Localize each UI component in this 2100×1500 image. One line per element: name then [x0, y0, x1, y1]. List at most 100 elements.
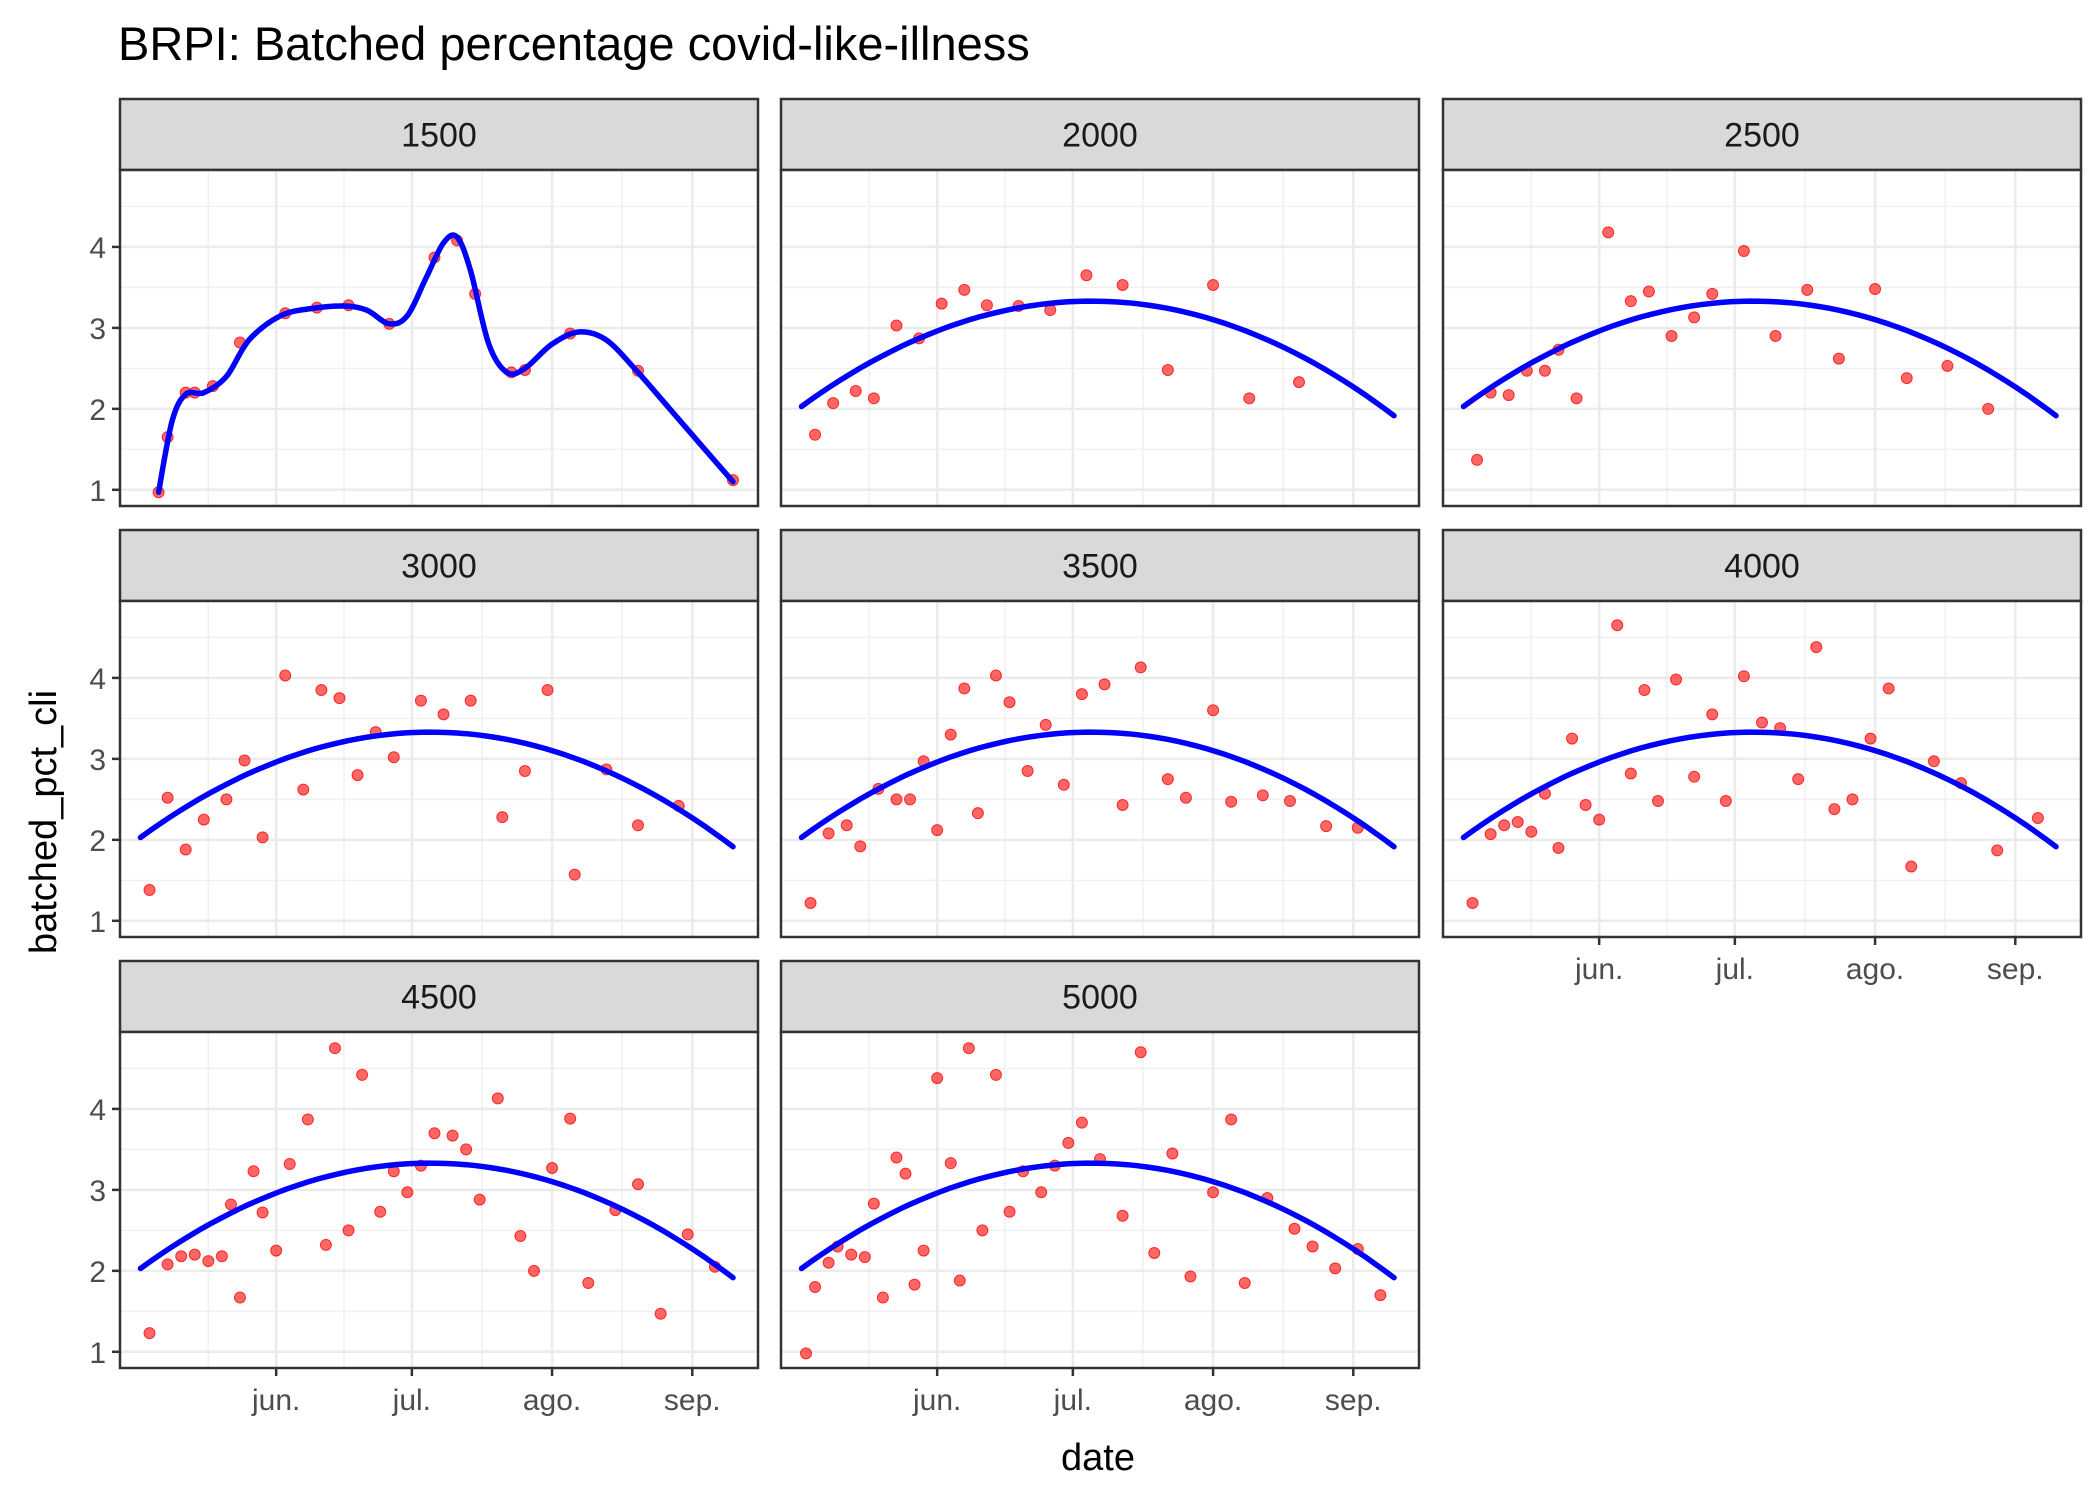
data-point	[1579, 799, 1592, 812]
data-point	[962, 1042, 975, 1055]
x-tick-label: jun.	[912, 1384, 961, 1417]
data-point	[1905, 860, 1918, 873]
data-point	[518, 765, 531, 778]
data-point	[1864, 732, 1877, 745]
data-point	[1075, 1116, 1088, 1129]
data-point	[1828, 803, 1841, 816]
facet-strip	[779, 959, 1421, 1034]
data-point	[1256, 789, 1269, 802]
data-point	[1869, 283, 1882, 296]
x-tick-label: jul.	[1715, 953, 1754, 986]
data-point	[1021, 765, 1034, 778]
facet-strip-label: 5000	[1062, 979, 1138, 1017]
y-tick-label: 2	[89, 1256, 106, 1289]
data-point	[1706, 708, 1719, 721]
data-point	[1134, 1046, 1147, 1059]
data-point	[854, 840, 867, 853]
facet-strip	[1441, 97, 2083, 172]
data-point	[247, 1165, 260, 1178]
facet-panel-4000: 4000 jun. jul. ago. sep.	[1441, 528, 2083, 986]
facet-panel-4500: 4500 1 2 3 4 jun. jul. ago. sep.	[89, 959, 760, 1417]
facet-panels: 1500 1 2 3 4 2000 2500 3000 1 2 3 4 3500 4000 jun. jul.…	[89, 97, 2083, 1417]
data-point	[233, 1291, 246, 1304]
data-point	[175, 1250, 188, 1263]
data-point	[917, 1244, 930, 1257]
data-point	[1792, 773, 1805, 786]
data-point	[1538, 364, 1551, 377]
x-tick-label: sep.	[1987, 953, 2044, 986]
data-point	[632, 819, 645, 832]
panel-border	[118, 599, 760, 939]
data-point	[1179, 791, 1192, 804]
x-tick-label: jul.	[392, 1384, 431, 1417]
smooth-fit-line	[1460, 298, 2059, 419]
data-point	[904, 793, 917, 806]
panel-border	[779, 168, 1421, 508]
data-point	[1207, 278, 1220, 291]
data-point	[804, 896, 817, 909]
y-tick-label: 1	[89, 475, 106, 508]
data-point	[1846, 793, 1859, 806]
data-point	[931, 824, 944, 837]
data-point	[971, 807, 984, 820]
facet-strip-label: 3000	[401, 548, 477, 586]
facet-strip	[779, 528, 1421, 603]
data-point	[1810, 641, 1823, 654]
data-point	[1207, 1186, 1220, 1199]
data-point	[908, 1278, 921, 1291]
data-point	[1498, 819, 1511, 832]
data-point	[1161, 363, 1174, 376]
panel-border	[779, 599, 1421, 939]
data-point	[224, 1198, 237, 1211]
data-point	[1161, 773, 1174, 786]
panel-border	[1441, 168, 2083, 508]
data-point	[491, 1092, 504, 1105]
facet-strip-label: 3500	[1062, 548, 1138, 586]
data-point	[1688, 311, 1701, 324]
facet-strip-label: 4000	[1724, 548, 1800, 586]
data-point	[867, 392, 880, 405]
data-point	[1134, 661, 1147, 674]
panel-border	[1441, 599, 2083, 939]
data-point	[1080, 269, 1093, 282]
data-point	[1756, 716, 1768, 729]
data-point	[1611, 619, 1624, 632]
x-tick-label: ago.	[1846, 953, 1904, 986]
data-point	[976, 1224, 989, 1237]
y-tick-label: 4	[89, 663, 106, 696]
data-point	[1148, 1247, 1161, 1260]
facet-panel-3000: 3000 1 2 3 4	[89, 528, 760, 939]
data-point	[1225, 1113, 1238, 1126]
x-tick-label: jun.	[1574, 953, 1623, 986]
data-point	[161, 1258, 174, 1271]
y-tick-label: 3	[89, 744, 106, 777]
data-point	[890, 1151, 903, 1164]
data-point	[161, 791, 174, 804]
data-point	[568, 868, 581, 881]
data-point	[1665, 329, 1678, 342]
data-point	[315, 684, 328, 697]
data-point	[899, 1167, 912, 1180]
data-point	[202, 1255, 215, 1268]
facet-panel-5000: 5000 jun. jul. ago. sep.	[779, 959, 1421, 1417]
data-point	[1116, 1209, 1129, 1222]
y-tick-label: 4	[89, 232, 106, 265]
data-point	[437, 708, 450, 721]
data-point	[1116, 799, 1129, 812]
data-point	[446, 1129, 459, 1142]
data-point	[1283, 794, 1296, 807]
data-point	[849, 385, 862, 398]
data-point	[1801, 283, 1814, 296]
data-point	[1329, 1262, 1342, 1275]
facet-panel-3500: 3500	[779, 528, 1421, 939]
facet-panel-2500: 2500	[1441, 97, 2083, 508]
data-point	[1651, 794, 1664, 807]
data-point	[876, 1291, 889, 1304]
facet-strip	[118, 97, 760, 172]
data-point	[1116, 278, 1129, 291]
data-point	[1941, 359, 1954, 372]
facet-strip-label: 2000	[1062, 117, 1138, 155]
data-point	[333, 692, 346, 705]
data-point	[414, 694, 427, 707]
y-axis-title: batched_pct_cli	[23, 690, 65, 954]
